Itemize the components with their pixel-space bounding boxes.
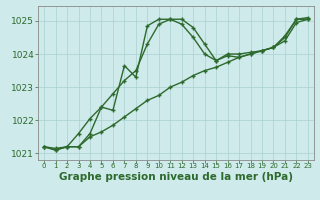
X-axis label: Graphe pression niveau de la mer (hPa): Graphe pression niveau de la mer (hPa) — [59, 172, 293, 182]
